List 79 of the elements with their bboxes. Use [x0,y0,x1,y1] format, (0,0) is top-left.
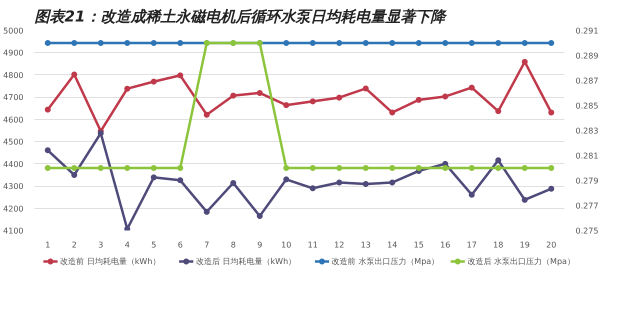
x-tick-label: 18 [493,240,504,250]
x-tick-label: 11 [308,240,318,250]
y2-tick-label: 0.283 [576,126,598,136]
y-tick-label: 5000 [3,26,24,36]
point [310,185,316,192]
point [71,72,78,78]
point [495,108,502,114]
point [230,92,236,99]
point [548,186,554,192]
y2-tick-label: 0.275 [576,226,598,236]
chart-title: 图表21：改造成稀土永磁电机后循环水泵日均耗电量显著下降 [34,8,448,26]
y2-tick-label: 0.285 [576,102,598,110]
point [177,177,184,184]
x-tick-label: 10 [281,240,292,250]
x-tick-label: 14 [387,240,398,250]
point [468,192,475,198]
y-tick-label: 4200 [3,204,24,214]
y-tick-label: 4500 [3,138,24,147]
legend-label: 改造前 水泵出口压力（Mpa） [332,257,440,266]
point [389,110,396,116]
point [416,96,422,103]
point [150,174,157,180]
point [124,86,130,92]
point [150,78,157,85]
y-tick-label: 4300 [3,182,24,192]
point [256,90,263,96]
y2-tick-label: 0.287 [576,76,598,86]
point [177,72,184,78]
x-tick-label: 2 [72,240,77,250]
point [468,84,475,91]
x-tick-label: 9 [257,240,262,250]
point [283,102,290,108]
point [204,208,210,215]
point [522,196,528,203]
x-tick-label: 20 [546,240,556,250]
point [336,180,342,186]
y2-tick-label: 0.291 [576,26,598,36]
point [442,94,448,100]
y-tick-label: 4400 [3,160,24,169]
y2-tick-label: 0.281 [576,152,598,160]
x-tick-label: 3 [98,240,104,250]
y2-tick-label: 0.277 [576,202,598,210]
x-tick-label: 16 [440,240,450,250]
point [44,106,51,113]
y-tick-label: 4700 [3,93,24,102]
x-tick-label: 19 [520,240,530,250]
x-tick-label: 13 [360,240,371,250]
y2-tick-label: 0.289 [576,52,598,60]
point [44,147,51,154]
legend-label: 改造前 日均耗电量（kWh） [60,257,160,266]
x-tick-label: 17 [466,240,477,250]
x-tick-label: 6 [178,240,183,250]
point [204,112,210,118]
x-tick-label: 5 [151,240,156,250]
point [336,94,342,101]
point [389,180,396,186]
y-tick-label: 4800 [3,70,24,80]
x-tick-label: 8 [230,240,236,250]
point [230,180,236,186]
y2-tick-label: 0.279 [576,176,598,186]
point [283,176,290,182]
x-tick-label: 7 [204,240,210,250]
point [256,213,263,220]
point [310,98,316,104]
point [362,86,369,92]
point [548,110,554,116]
y-tick-label: 4900 [3,48,24,58]
point [495,157,502,164]
x-tick-label: 15 [414,240,424,250]
y-tick-label: 4100 [3,226,24,236]
y-tick-label: 4600 [3,115,24,124]
legend-label: 改造后 日均耗电量（kWh） [196,257,296,266]
point [362,181,369,188]
legend-label: 改造后 水泵出口压力（Mpa） [468,257,575,266]
point [71,172,78,178]
x-tick-label: 4 [124,240,130,250]
x-tick-label: 1 [45,240,50,250]
point [522,58,528,65]
x-tick-label: 12 [334,240,344,250]
